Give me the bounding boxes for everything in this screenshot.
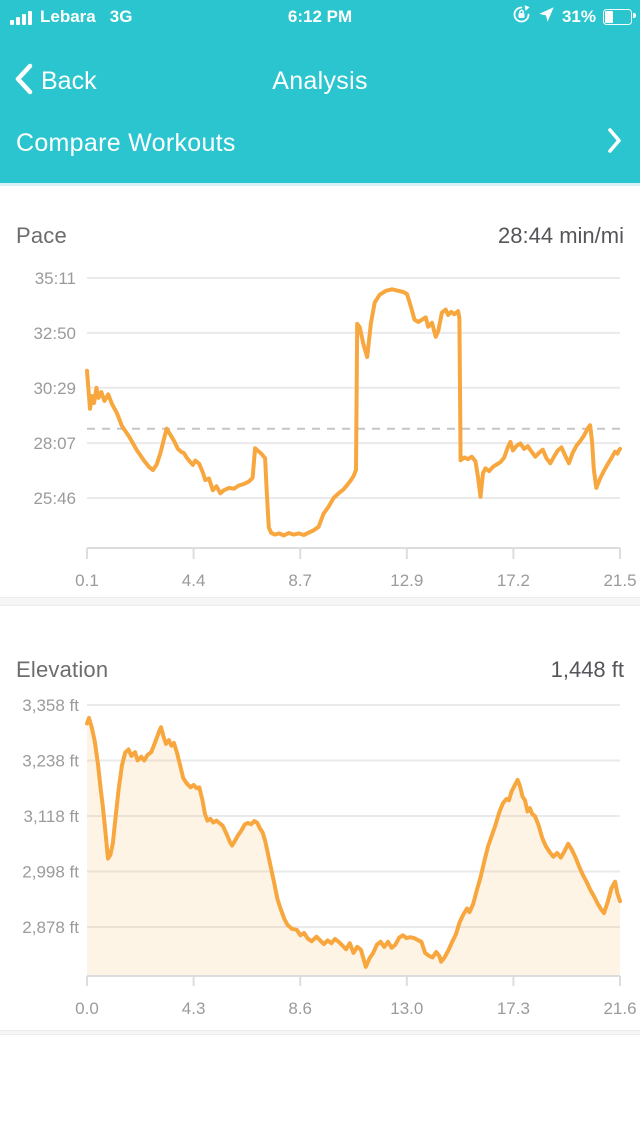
svg-text:35:11: 35:11 bbox=[35, 269, 76, 288]
pace-chart[interactable]: 35:11 32:50 30:29 28:07 25:46 0.1 4.4 8.7 12.9 17… bbox=[0, 250, 640, 595]
svg-text:17.2: 17.2 bbox=[497, 571, 530, 590]
svg-text:2,878 ft: 2,878 ft bbox=[22, 918, 79, 937]
svg-text:4.4: 4.4 bbox=[182, 571, 206, 590]
pace-title: Pace bbox=[16, 223, 67, 248]
svg-text:21.5: 21.5 bbox=[603, 571, 636, 590]
chevron-right-icon bbox=[607, 127, 622, 159]
section-divider bbox=[0, 597, 640, 606]
location-services-icon bbox=[538, 6, 555, 28]
svg-text:30:29: 30:29 bbox=[33, 379, 76, 398]
compare-workouts-row[interactable]: Compare Workouts bbox=[0, 122, 640, 164]
orientation-lock-icon bbox=[512, 5, 531, 29]
svg-text:13.0: 13.0 bbox=[390, 999, 423, 1018]
app-header: Lebara 3G 6:12 PM 31% Analysis bbox=[0, 0, 640, 183]
chevron-left-icon bbox=[14, 63, 33, 100]
svg-text:32:50: 32:50 bbox=[33, 324, 76, 343]
status-bar: Lebara 3G 6:12 PM 31% bbox=[0, 0, 640, 34]
nav-bar: Analysis Back bbox=[0, 61, 640, 101]
network-type-label: 3G bbox=[109, 7, 133, 26]
elevation-summary-value: 1,448 ft bbox=[550, 657, 624, 682]
svg-text:3,358 ft: 3,358 ft bbox=[22, 696, 79, 715]
elevation-section-header: Elevation 1,448 ft bbox=[16, 656, 624, 684]
svg-text:8.7: 8.7 bbox=[288, 571, 312, 590]
carrier-label: Lebara bbox=[40, 7, 96, 26]
bottom-divider bbox=[0, 1030, 640, 1035]
svg-text:8.6: 8.6 bbox=[288, 999, 312, 1018]
page-title: Analysis bbox=[272, 67, 368, 95]
status-right: 31% bbox=[512, 0, 636, 34]
clock: 6:12 PM bbox=[287, 7, 353, 26]
battery-percent: 31% bbox=[561, 7, 596, 26]
battery-icon bbox=[603, 9, 636, 25]
signal-strength-icon bbox=[10, 10, 34, 25]
status-left: Lebara 3G bbox=[10, 0, 132, 34]
header-bottom-tint bbox=[0, 183, 640, 186]
elevation-chart[interactable]: 3,358 ft 3,238 ft 3,118 ft 2,998 ft 2,878 ft… bbox=[0, 688, 640, 1020]
svg-text:0.0: 0.0 bbox=[75, 999, 99, 1018]
svg-text:12.9: 12.9 bbox=[390, 571, 423, 590]
pace-section-header: Pace 28:44 min/mi bbox=[16, 222, 624, 250]
svg-text:4.3: 4.3 bbox=[182, 999, 206, 1018]
svg-text:3,238 ft: 3,238 ft bbox=[22, 752, 79, 771]
pace-summary-value: 28:44 min/mi bbox=[498, 223, 624, 248]
svg-text:28:07: 28:07 bbox=[33, 434, 76, 453]
svg-text:3,118 ft: 3,118 ft bbox=[24, 807, 80, 826]
back-button[interactable]: Back bbox=[14, 61, 97, 101]
svg-text:0.1: 0.1 bbox=[75, 571, 99, 590]
svg-text:17.3: 17.3 bbox=[497, 999, 530, 1018]
svg-text:2,998 ft: 2,998 ft bbox=[22, 863, 79, 882]
elevation-title: Elevation bbox=[16, 657, 109, 682]
back-button-label: Back bbox=[41, 66, 97, 95]
compare-workouts-label: Compare Workouts bbox=[16, 128, 236, 157]
svg-text:21.6: 21.6 bbox=[603, 999, 636, 1018]
svg-text:25:46: 25:46 bbox=[33, 489, 76, 508]
